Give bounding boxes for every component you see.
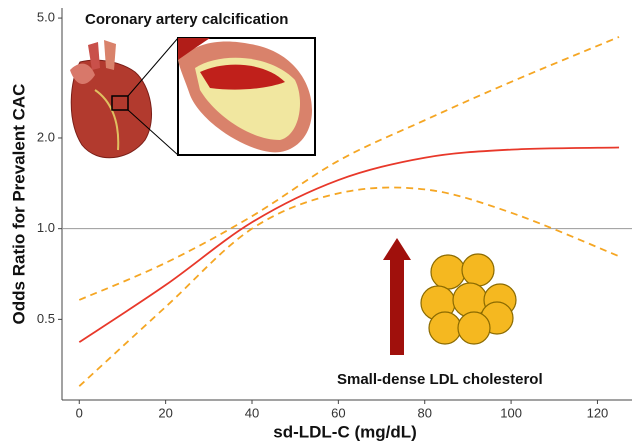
y-axis-label: Odds Ratio for Prevalent CAC bbox=[9, 84, 28, 325]
x-tick-label: 80 bbox=[417, 405, 431, 420]
series-line bbox=[78, 186, 620, 387]
y-tick-label: 5.0 bbox=[37, 10, 55, 25]
x-tick-label: 0 bbox=[76, 405, 83, 420]
arrow bbox=[383, 238, 411, 355]
x-tick-label: 40 bbox=[245, 405, 259, 420]
ldl-particles bbox=[420, 253, 517, 345]
annotation: Small-dense LDL cholesterol bbox=[337, 371, 543, 388]
x-tick-label: 20 bbox=[158, 405, 172, 420]
annotation: Coronary artery calcification bbox=[85, 11, 288, 28]
series-line bbox=[78, 146, 620, 343]
y-tick-label: 1.0 bbox=[37, 220, 55, 235]
x-tick-label: 120 bbox=[587, 405, 609, 420]
x-axis-label: sd-LDL-C (mg/dL) bbox=[273, 422, 417, 441]
heart-illustration bbox=[70, 37, 179, 159]
x-tick-label: 60 bbox=[331, 405, 345, 420]
series-line bbox=[78, 36, 620, 301]
y-tick-label: 0.5 bbox=[37, 311, 55, 326]
artery-illustration bbox=[177, 37, 316, 156]
y-tick-label: 2.0 bbox=[37, 129, 55, 144]
x-tick-label: 100 bbox=[500, 405, 522, 420]
